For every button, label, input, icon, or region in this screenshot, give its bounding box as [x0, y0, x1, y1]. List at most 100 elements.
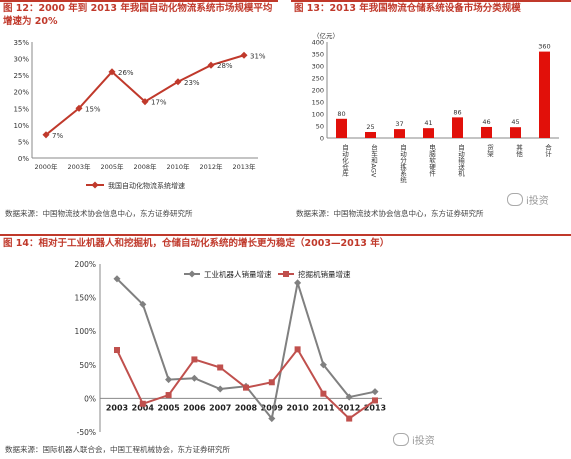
series-line [116, 278, 376, 421]
figure-13-panel: 图 13：2013 年我国物流仓储系统设备市场分类规模 （亿元） 0 50 100 15… [291, 0, 571, 222]
y-tick-label: 200% [75, 260, 96, 269]
data-label: 25 [366, 123, 374, 131]
data-point [42, 131, 50, 139]
y-tick-label: 200 [312, 87, 324, 95]
x-tick-label: 货架 [486, 143, 494, 159]
bar [452, 117, 463, 138]
x-tick-label: 自动化仓库 [341, 143, 349, 178]
x-tick-label: 2005年 [100, 162, 124, 171]
data-point [371, 388, 379, 396]
y-tick-label: 0% [18, 155, 29, 163]
data-label: 31% [250, 52, 266, 60]
y-tick-label: -50% [77, 428, 96, 437]
legend-marker [91, 181, 99, 189]
data-point [345, 393, 353, 401]
y-tick-label: 20% [13, 89, 29, 97]
data-label: 37 [395, 120, 403, 128]
title-bar [291, 0, 571, 2]
figure-14-chart: -50%0%50%100%150%200%2003 2004 2005 2006 200… [75, 260, 387, 437]
x-tick-label: 自动输送机 [457, 143, 465, 178]
y-tick-label: 5% [18, 138, 29, 146]
figure-12-source: 数据来源：中国物流技术协会信息中心，东方证券研究所 [5, 209, 193, 218]
data-point [165, 392, 172, 399]
legend-label: 工业机器人销量增速 [204, 269, 272, 279]
bar [394, 129, 405, 138]
wechat-icon [507, 193, 523, 206]
x-tick-label: 2007 [209, 403, 231, 412]
data-point [139, 300, 147, 308]
x-tick-label: 2008 [235, 403, 258, 412]
figure-13-watermark: i投资 [507, 192, 549, 207]
data-point [243, 384, 249, 391]
data-point [207, 61, 215, 69]
y-tick-label: 0% [84, 394, 96, 403]
data-point [139, 400, 146, 407]
data-point [141, 98, 149, 106]
figure-12-title-line1: 图 12：2000 年到 2013 年我国自动化物流系统市场规模平均 [3, 3, 273, 14]
x-tick-label: 2013 [364, 403, 386, 412]
data-label: 23% [184, 79, 200, 87]
watermark-text: i投资 [526, 196, 549, 207]
x-tick-label: 2012 [338, 403, 360, 412]
title-bar [0, 234, 571, 236]
data-point [294, 346, 301, 353]
data-label: 28% [217, 62, 233, 70]
data-point [319, 361, 327, 369]
data-point [240, 51, 248, 59]
x-tick-label: 2011 [312, 403, 335, 412]
y-tick-label: 30% [13, 56, 29, 64]
figure-14-title: 图 14：相对于工业机器人和挖掘机，仓储自动化系统的增长更为稳定（2003—20… [3, 238, 390, 249]
data-point [268, 415, 276, 423]
legend-marker [188, 270, 196, 278]
data-label: 360 [538, 43, 550, 51]
bar [423, 128, 434, 138]
y-tick-label: 35% [13, 39, 29, 47]
figure-12-chart: 0% 5% 10% 15% 20% 25% 30% 35% 2000年 2003年 2005年 200… [13, 39, 266, 190]
data-point [114, 347, 120, 354]
bar [510, 127, 521, 138]
unit-label: （亿元） [313, 31, 339, 40]
y-tick-label: 15% [13, 105, 29, 113]
data-point [346, 415, 353, 422]
figure-12-title-line2: 增速为 20% [3, 16, 58, 27]
data-point [217, 364, 224, 371]
figure-14-panel: 图 14：相对于工业机器人和挖掘机，仓储自动化系统的增长更为稳定（2003—20… [0, 234, 571, 459]
series-line [45, 54, 245, 136]
figure-13-title: 图 13：2013 年我国物流仓储系统设备市场分类规模 [294, 3, 521, 14]
x-tick-label: 2010 [286, 403, 309, 412]
figure-13-chart: （亿元） 0 50 100 150 200 250 300 350 400 80 自动化仓库 25 台车和… [312, 31, 559, 184]
data-point [372, 397, 378, 404]
y-tick-label: 150 [312, 99, 324, 107]
data-label: 26% [118, 69, 134, 77]
data-label: 15% [85, 105, 101, 113]
x-tick-label: 2009 [261, 403, 284, 412]
data-point [294, 279, 302, 287]
data-label: 46 [482, 118, 490, 126]
y-tick-label: 0 [320, 135, 324, 143]
data-label: 41 [424, 119, 432, 127]
legend-label: 我国自动化物流系统增速 [108, 181, 185, 190]
y-tick-label: 50 [316, 123, 324, 131]
wechat-icon [393, 433, 409, 446]
bar [481, 126, 492, 138]
figure-13-source: 数据来源：中国物流技术协会信息中心，东方证券研究所 [296, 209, 484, 218]
bar [365, 132, 376, 138]
watermark-text: i投资 [412, 436, 435, 447]
legend-marker [283, 271, 289, 277]
x-tick-label: 2004 [132, 403, 155, 412]
data-label: 80 [337, 110, 345, 118]
x-tick-label: 台车和AGV [370, 143, 378, 178]
y-tick-label: 50% [79, 361, 96, 370]
y-tick-label: 300 [312, 63, 324, 71]
data-point [165, 376, 173, 384]
data-point [216, 385, 224, 393]
y-tick-label: 150% [75, 294, 96, 303]
data-point [75, 104, 83, 112]
bar [336, 118, 347, 138]
data-label: 7% [52, 132, 63, 140]
figure-12-panel: 图 12：2000 年到 2013 年我国自动化物流系统市场规模平均 增速为 2… [0, 0, 278, 222]
x-tick-label: 2003年 [67, 162, 91, 171]
data-point [108, 68, 116, 76]
x-tick-label: 2010年 [166, 162, 190, 171]
data-point [190, 374, 198, 382]
